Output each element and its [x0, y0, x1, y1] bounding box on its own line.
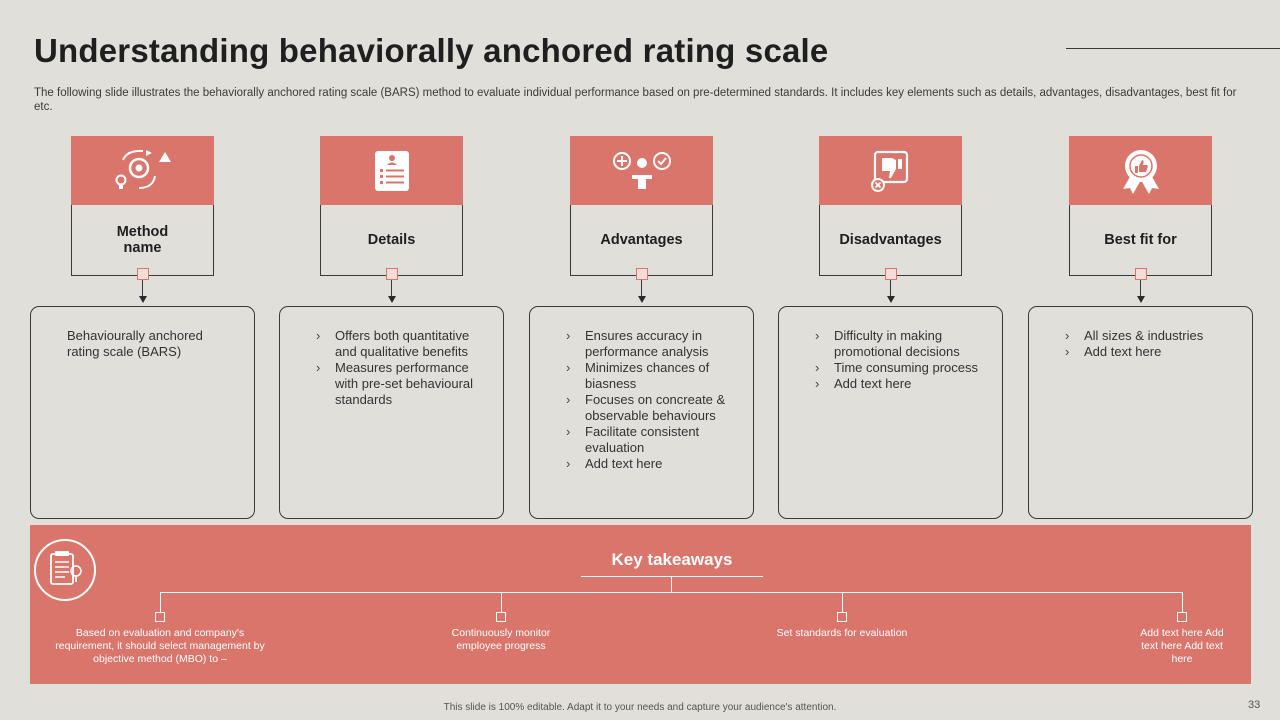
arrow-line [641, 280, 642, 296]
slide-footer: This slide is 100% editable. Adapt it to… [443, 702, 837, 713]
key-takeaways-panel [30, 525, 1251, 684]
card-list: All sizes & industries Add text here [1065, 328, 1238, 360]
list-item: Time consuming process [815, 360, 988, 376]
tree-line [671, 577, 672, 592]
column-label: Details [320, 205, 463, 276]
award-badge-icon [1122, 149, 1159, 194]
column-header-best-fit-for: Best fit for [1069, 136, 1212, 276]
icon-box [570, 136, 713, 205]
arrow-head [388, 296, 396, 303]
list-item: Add text here [815, 376, 988, 392]
arrow-head [1137, 296, 1145, 303]
list-item: Difficulty in making promotional decisio… [815, 328, 988, 360]
slide-subtitle: The following slide illustrates the beha… [34, 87, 1237, 113]
tree-node [155, 612, 165, 622]
tree-line [160, 592, 161, 612]
list-item: All sizes & industries [1065, 328, 1238, 344]
list-item: Add text here [566, 456, 739, 472]
card-disadvantages: Difficulty in making promotional decisio… [778, 306, 1003, 519]
column-header-details: Details [320, 136, 463, 276]
card-list: Offers both quantitative and qualitative… [316, 328, 489, 408]
list-item: Add text here [1065, 344, 1238, 360]
tree-line [1182, 592, 1183, 612]
column-header-disadvantages: Disadvantages [819, 136, 962, 276]
tree-line [160, 592, 1183, 593]
column-label: Best fit for [1069, 205, 1212, 276]
list-item: Focuses on concreate & observable behavi… [566, 392, 739, 424]
card-advantages: Ensures accuracy in performance analysis… [529, 306, 754, 519]
icon-box [1069, 136, 1212, 205]
card-best-fit-for: All sizes & industries Add text here [1028, 306, 1253, 519]
takeaway-item: Set standards for evaluation [776, 627, 908, 639]
icon-box [819, 136, 962, 205]
list-item: Offers both quantitative and qualitative… [316, 328, 489, 360]
icon-box [320, 136, 463, 205]
takeaway-item: Continuously monitor employee progress [451, 627, 551, 652]
tree-node [496, 612, 506, 622]
tree-node [1177, 612, 1187, 622]
tree-node [837, 612, 847, 622]
card-list: Ensures accuracy in performance analysis… [566, 328, 739, 472]
page-number: 33 [1248, 699, 1261, 711]
list-item: Minimizes chances of biasness [566, 360, 739, 392]
person-plus-check-icon [612, 151, 671, 189]
report-document-icon [50, 551, 82, 585]
arrow-line [890, 280, 891, 296]
list-item: Measures performance with pre-set behavi… [316, 360, 489, 408]
takeaway-item: Based on evaluation and company's requir… [55, 627, 265, 665]
arrow-head [638, 296, 646, 303]
list-item: Facilitate consistent evaluation [566, 424, 739, 456]
card-method-name: Behaviourally anchored rating scale (BAR… [30, 306, 255, 519]
tree-line [842, 592, 843, 612]
clipboard-list-icon [374, 150, 409, 191]
arrow-head [887, 296, 895, 303]
arrow-head [139, 296, 147, 303]
column-label: Disadvantages [819, 205, 962, 276]
process-cycle-icon [115, 149, 171, 189]
connector-node [386, 268, 398, 280]
arrow-line [391, 280, 392, 296]
connector-node [137, 268, 149, 280]
slide-title: Understanding behaviorally anchored rati… [34, 32, 829, 69]
arrow-line [142, 280, 143, 296]
connector-node [885, 268, 897, 280]
column-header-method-name: Method name [71, 136, 214, 276]
card-text: Behaviourally anchored rating scale (BAR… [67, 328, 203, 359]
key-takeaways-title: Key takeaways [611, 550, 733, 569]
connector-node [636, 268, 648, 280]
title-divider [1066, 48, 1280, 49]
tree-line [501, 592, 502, 612]
thumbs-down-icon [870, 150, 908, 192]
column-label: Advantages [570, 205, 713, 276]
connector-node [1135, 268, 1147, 280]
icon-box [71, 136, 214, 205]
report-logo [34, 539, 96, 601]
column-label: Method name [71, 205, 214, 276]
arrow-line [1140, 280, 1141, 296]
card-details: Offers both quantitative and qualitative… [279, 306, 504, 519]
column-header-advantages: Advantages [570, 136, 713, 276]
list-item: Ensures accuracy in performance analysis [566, 328, 739, 360]
card-list: Difficulty in making promotional decisio… [815, 328, 988, 392]
takeaway-item: Add text here Add text here Add text her… [1140, 627, 1224, 665]
title-underline [581, 576, 763, 577]
